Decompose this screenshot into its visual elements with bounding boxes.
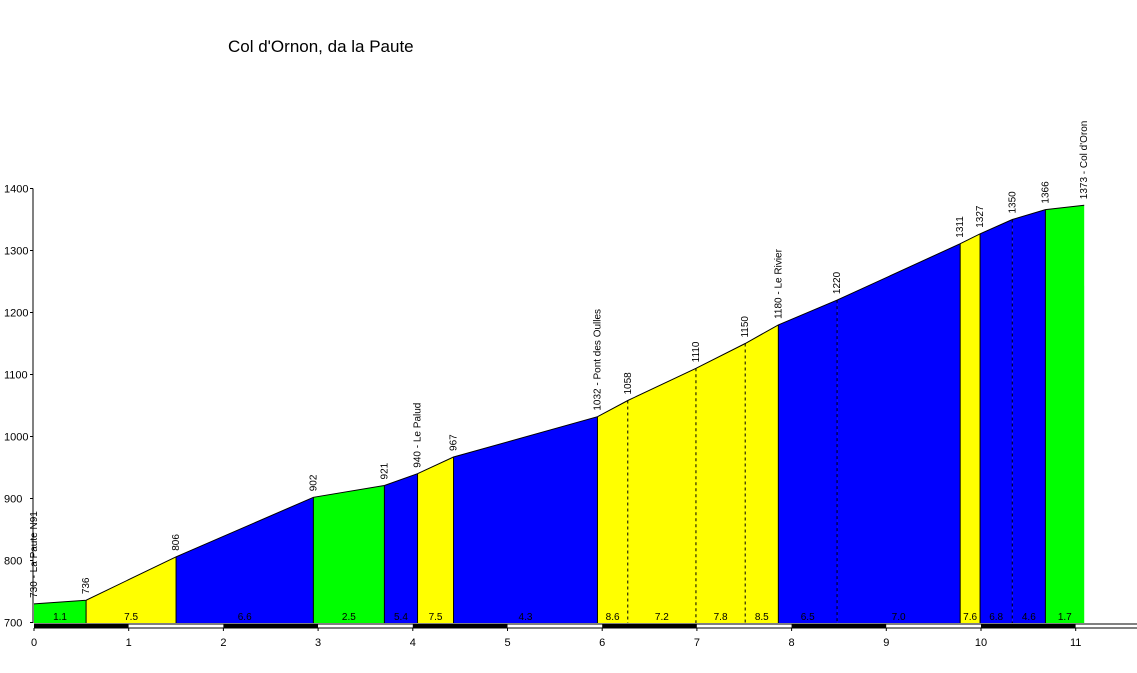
point-label-13: 1311: [955, 216, 966, 238]
segment-area-9: [695, 343, 746, 623]
segment-area-10: [745, 324, 779, 623]
x-tick-label-9: 9: [883, 637, 889, 649]
gradient-label-4: 5.4: [394, 612, 408, 623]
point-label-3: 902: [308, 474, 319, 491]
point-label-11: 1180 - Le Rivier: [773, 248, 784, 319]
point-label-2: 806: [171, 534, 182, 551]
labels-layer: 1.1 7.5 6.6 2.5 5.4 7.5 4.3 8.6 7.2 7.8 8.5 6.5 7.0 7…: [29, 121, 1090, 623]
segment-area-4: [384, 473, 418, 623]
segments-layer: [33, 204, 1085, 624]
y-tick-label-0: 700: [4, 618, 22, 630]
point-label-9: 1110: [691, 341, 702, 362]
segment-area-3: [313, 485, 385, 623]
point-label-6: 967: [449, 434, 460, 451]
segment-area-7: [597, 400, 628, 623]
x-tick-label-3: 3: [315, 637, 321, 649]
gradient-label-9: 7.8: [714, 612, 728, 623]
segment-area-15: [1012, 209, 1046, 623]
x-tick-label-10: 10: [975, 637, 987, 649]
segment-area-16: [1045, 205, 1085, 623]
distance-bar-km-1: [128, 624, 224, 628]
gradient-label-7: 8.6: [606, 612, 620, 623]
gradient-label-3: 2.5: [342, 612, 356, 623]
point-label-0: 730 - La Paute N91: [29, 511, 40, 598]
segment-area-12: [837, 243, 961, 623]
distance-bar-km-0: [34, 624, 129, 628]
distance-bar-km-3: [318, 624, 413, 628]
gradient-label-13: 7.6: [963, 612, 977, 623]
y-tick-label-6: 1300: [4, 246, 28, 258]
distance-bar-km-2: [223, 624, 319, 628]
gradient-label-1: 7.5: [124, 612, 138, 623]
point-label-8: 1058: [623, 372, 634, 395]
segment-area-0: [34, 600, 87, 623]
gradient-label-10: 8.5: [755, 612, 769, 623]
x-tick-label-7: 7: [694, 637, 700, 649]
point-label-5: 940 - Le Palud: [413, 403, 424, 468]
segment-area-1: [86, 556, 177, 623]
y-tick-label-5: 1200: [4, 308, 28, 320]
point-label-12: 1220: [832, 271, 843, 294]
y-tick-label-2: 900: [4, 494, 22, 506]
point-label-10: 1150: [740, 316, 751, 338]
gradient-label-12: 7.0: [892, 612, 906, 623]
distance-bar-km-8: [791, 624, 887, 628]
chart-title: Col d'Ornon, da la Paute: [228, 37, 414, 56]
point-label-15: 1350: [1007, 191, 1018, 214]
segment-area-14: [980, 219, 1013, 623]
x-tick-label-5: 5: [504, 637, 510, 649]
distance-bar-km-5: [507, 624, 603, 628]
y-tick-label-1: 800: [4, 556, 22, 568]
distance-bar-km-6: [602, 624, 697, 628]
point-label-16: 1366: [1040, 181, 1051, 204]
gradient-label-16: 1.7: [1058, 612, 1072, 623]
segment-area-2: [176, 497, 314, 623]
distance-bar-km-9: [886, 624, 981, 628]
axes-layer: 700 800 900 1000 1100 1200 1300 1400 0 1 2 3 4 5 6 7 8 9 1…: [4, 184, 1137, 649]
segment-area-5: [417, 457, 454, 623]
x-tick-label-11: 11: [1070, 637, 1081, 649]
point-label-14: 1327: [975, 205, 986, 228]
y-tick-label-7: 1400: [4, 184, 28, 196]
distance-bar-km-10: [981, 624, 1076, 628]
x-tick-label-0: 0: [31, 637, 37, 649]
distance-bar-km-11: [1075, 624, 1105, 628]
gradient-label-11: 6.5: [801, 612, 815, 623]
distance-bar-km-7: [696, 624, 792, 628]
segment-area-11: [778, 300, 838, 623]
segment-area-6: [453, 416, 598, 623]
gradient-label-8: 7.2: [655, 612, 669, 623]
distance-bar-km-4: [412, 624, 508, 628]
point-label-17: 1373 - Col d'Oron: [1079, 121, 1090, 200]
gradient-label-6: 4.3: [519, 612, 533, 623]
x-tick-label-6: 6: [599, 637, 605, 649]
point-label-7: 1032 - Pont des Oulles: [592, 309, 603, 411]
y-tick-label-4: 1100: [4, 370, 28, 382]
profile-outline: [33, 204, 1085, 605]
point-label-1: 736: [81, 577, 92, 594]
gradient-label-15: 4.6: [1022, 612, 1036, 623]
x-tick-label-4: 4: [410, 637, 416, 649]
gradient-label-5: 7.5: [429, 612, 443, 623]
gradient-label-2: 6.6: [238, 612, 252, 623]
gradient-label-14: 6.8: [989, 612, 1003, 623]
segment-area-8: [627, 368, 696, 623]
x-tick-label-2: 2: [220, 637, 226, 649]
gradient-label-0: 1.1: [53, 612, 67, 623]
segment-area-13: [960, 233, 981, 624]
x-tick-label-1: 1: [126, 637, 132, 649]
point-label-4: 921: [379, 462, 390, 479]
y-tick-label-3: 1000: [4, 432, 28, 444]
x-tick-label-8: 8: [789, 637, 795, 649]
